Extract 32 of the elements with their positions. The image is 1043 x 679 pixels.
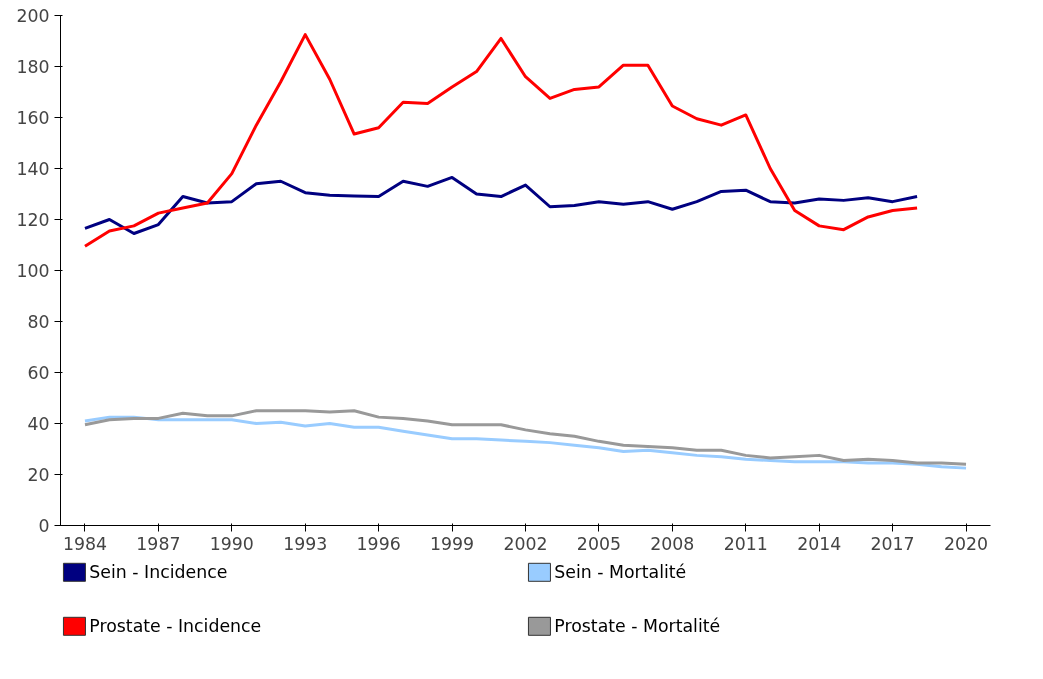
x-tick-label: 2014 (797, 533, 842, 554)
line-series (83, 409, 968, 466)
legend-label: Prostate - Incidence (89, 616, 262, 637)
x-tick-label: 1987 (136, 533, 181, 554)
x-tick-label: 2002 (503, 533, 548, 554)
x-tick-label: 1990 (209, 533, 254, 554)
legend-label: Sein - Mortalité (554, 562, 687, 583)
legend-label: Prostate - Mortalité (554, 616, 721, 637)
line-series (83, 33, 919, 248)
y-tick-label: 0 (38, 516, 50, 536)
line-series (83, 415, 968, 470)
y-tick-label: 60 (27, 363, 50, 383)
x-tick-label: 2008 (650, 533, 695, 554)
y-tick-label: 40 (27, 414, 50, 434)
x-tick-label: 2005 (576, 533, 621, 554)
x-tick-label: 1993 (283, 533, 328, 554)
x-tick-label: 1999 (430, 533, 475, 554)
y-tick-label: 200 (16, 6, 50, 26)
y-tick-label: 140 (16, 159, 50, 179)
y-tick-label: 120 (16, 210, 50, 230)
y-tick-label: 180 (16, 57, 50, 77)
line-series (83, 175, 919, 236)
x-tick-label: 2011 (723, 533, 768, 554)
y-tick-label: 80 (27, 312, 50, 332)
y-tick-label: 160 (16, 108, 50, 128)
x-tick-label: 2017 (870, 533, 915, 554)
y-tick-label: 100 (16, 261, 50, 281)
legend-label: Sein - Incidence (89, 562, 228, 583)
x-tick-label: 1996 (356, 533, 401, 554)
x-tick-label: 2020 (943, 533, 989, 554)
x-tick-label: 1984 (62, 533, 108, 554)
y-tick-label: 20 (27, 465, 50, 485)
